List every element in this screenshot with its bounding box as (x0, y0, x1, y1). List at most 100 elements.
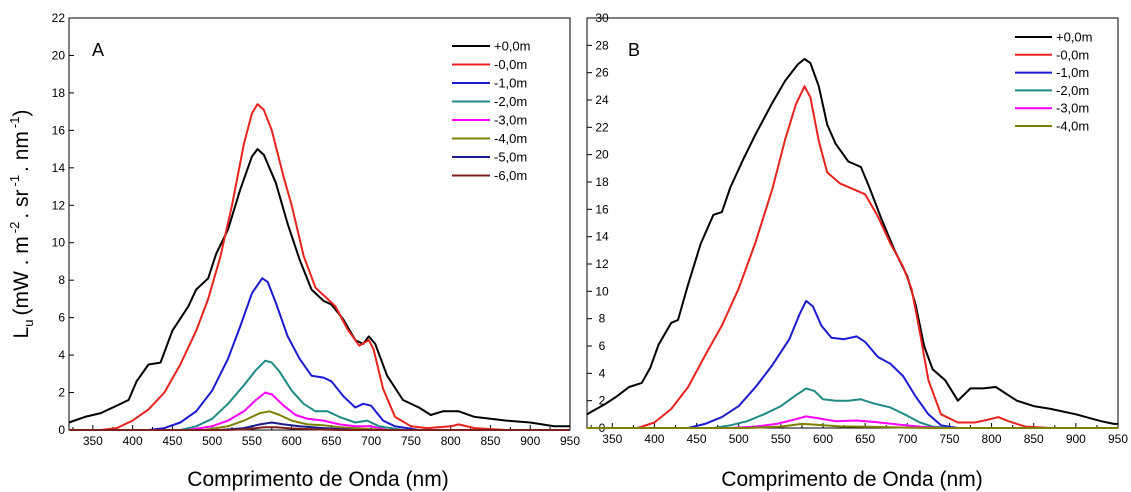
x-tick-label: 850 (1024, 432, 1044, 446)
y-tick-label: 4 (58, 348, 65, 362)
legend-label: -4,0m (1056, 119, 1089, 134)
y-tick-label: 14 (595, 230, 609, 244)
x-tick-label: 500 (729, 432, 749, 446)
x-tick-label: 750 (939, 432, 959, 446)
y-tick-label: 2 (599, 394, 606, 408)
y-label-exp2: -1 (7, 175, 22, 187)
x-axis-label-b: Comprimento de Onda (nm) (721, 468, 982, 491)
panel-label-b: B (628, 40, 640, 60)
plot-frame-b (586, 17, 1119, 429)
legend-a: +0,0m -0,0m -1,0m -2,0m -3,0m -4,0m -5,0m -6,0m (452, 39, 531, 183)
y-tick-label: 12 (52, 198, 66, 212)
y-tick-label: 18 (52, 86, 66, 100)
x-axis-label-a: Comprimento de Onda (nm) (187, 468, 448, 491)
x-tick-label: 450 (162, 434, 182, 448)
series-line--0,0m (69, 103, 570, 431)
series-line--6,0m (69, 426, 570, 431)
chart-panel-b: 350 400 450 500 550 600 650 700 750 800 850 900 950 … (586, 11, 1128, 491)
y-tick-label: 16 (595, 202, 609, 216)
legend-label: -2,0m (494, 94, 527, 109)
series-lines-a (68, 103, 570, 431)
y-axis-label-a: Lu (mW . m -2 . sr -1 . nm -1) (7, 110, 36, 339)
x-tick-label: 650 (321, 434, 341, 448)
x-tick-label: 600 (282, 434, 302, 448)
y-label-exp1: -2 (7, 222, 22, 234)
y-tick-label: 8 (599, 312, 606, 326)
legend-label: -0,0m (494, 57, 527, 72)
y-label-unit: (mW . m (10, 236, 33, 315)
x-tick-label: 900 (520, 434, 540, 448)
y-tick-label: 28 (595, 38, 609, 52)
x-tick-label: 700 (361, 434, 381, 448)
x-tick-label: 800 (441, 434, 461, 448)
legend-label: +0,0m (1056, 30, 1093, 45)
x-tick-label: 550 (771, 432, 791, 446)
legend-label: -3,0m (1056, 101, 1089, 116)
x-tick-label: 450 (687, 432, 707, 446)
y-tick-label: 30 (595, 11, 609, 25)
x-tick-label: 900 (1066, 432, 1086, 446)
x-tick-label: 950 (560, 434, 580, 448)
y-tick-label: 12 (595, 257, 609, 271)
y-tick-label: 6 (58, 311, 65, 325)
y-label-symbol: L (10, 327, 33, 339)
series-line--2,0m (587, 387, 1118, 429)
y-tick-label: 20 (52, 48, 66, 62)
legend-label: -5,0m (494, 150, 527, 165)
y-tick-label: 10 (595, 284, 609, 298)
series-line--2,0m (69, 359, 570, 431)
legend-label: -1,0m (494, 76, 527, 91)
y-label-mid1: . sr (10, 190, 33, 219)
legend-label: -2,0m (1056, 83, 1089, 98)
x-tick-label: 600 (813, 432, 833, 446)
x-tick-label: 700 (897, 432, 917, 446)
legend-label: -1,0m (1056, 65, 1089, 80)
series-line--4,0m (69, 410, 570, 431)
series-line--4,0m (587, 422, 1118, 429)
x-tick-label: 800 (982, 432, 1002, 446)
y-label-exp3: -1 (7, 117, 22, 129)
y-tick-label: 22 (595, 120, 609, 134)
series-line-+0,0m (586, 58, 1118, 425)
y-tick-label: 4 (599, 366, 606, 380)
legend-label: +0,0m (494, 39, 531, 54)
legend-label: -4,0m (494, 131, 527, 146)
legend-b: +0,0m -0,0m -1,0m -2,0m -3,0m -4,0m (1015, 30, 1093, 134)
x-tick-label: 650 (855, 432, 875, 446)
panel-label-a: A (92, 40, 104, 60)
x-tick-label: 950 (1108, 432, 1128, 446)
y-tick-label: 10 (52, 236, 66, 250)
y-tick-label: 24 (595, 93, 609, 107)
x-tick-label: 750 (401, 434, 421, 448)
series-line--3,0m (69, 391, 570, 431)
y-tick-label: 16 (52, 123, 66, 137)
y-label-subscript: u (21, 320, 36, 327)
x-tick-label: 400 (644, 432, 664, 446)
x-tick-label: 350 (602, 432, 622, 446)
y-tick-label: 8 (58, 273, 65, 287)
x-tick-label: 550 (242, 434, 262, 448)
series-line--1,0m (69, 277, 570, 431)
y-tick-label: 2 (58, 386, 65, 400)
legend-label: -6,0m (494, 168, 527, 183)
legend-label: -3,0m (494, 113, 527, 128)
y-tick-label: 20 (595, 148, 609, 162)
x-tick-label: 400 (123, 434, 143, 448)
y-tick-label: 14 (52, 161, 66, 175)
x-tick-label: 500 (202, 434, 222, 448)
y-tick-label: 18 (595, 175, 609, 189)
y-label-mid2: . nm (10, 131, 33, 172)
legend-label: -0,0m (1056, 47, 1089, 62)
series-line--3,0m (587, 415, 1118, 429)
x-tick-label: 350 (83, 434, 103, 448)
y-tick-label: 22 (52, 11, 66, 25)
y-label-end: ) (10, 110, 33, 117)
y-tick-label: 26 (595, 66, 609, 80)
series-lines-b (586, 58, 1118, 429)
x-ticks-b: 350 400 450 500 550 600 650 700 750 800 850 900 950 (590, 423, 1128, 446)
x-tick-label: 850 (480, 434, 500, 448)
y-ticks-a: 0 2 4 6 8 10 12 14 16 18 20 22 (52, 11, 74, 437)
series-line--0,0m (587, 85, 1118, 429)
y-tick-label: 0 (58, 423, 65, 437)
